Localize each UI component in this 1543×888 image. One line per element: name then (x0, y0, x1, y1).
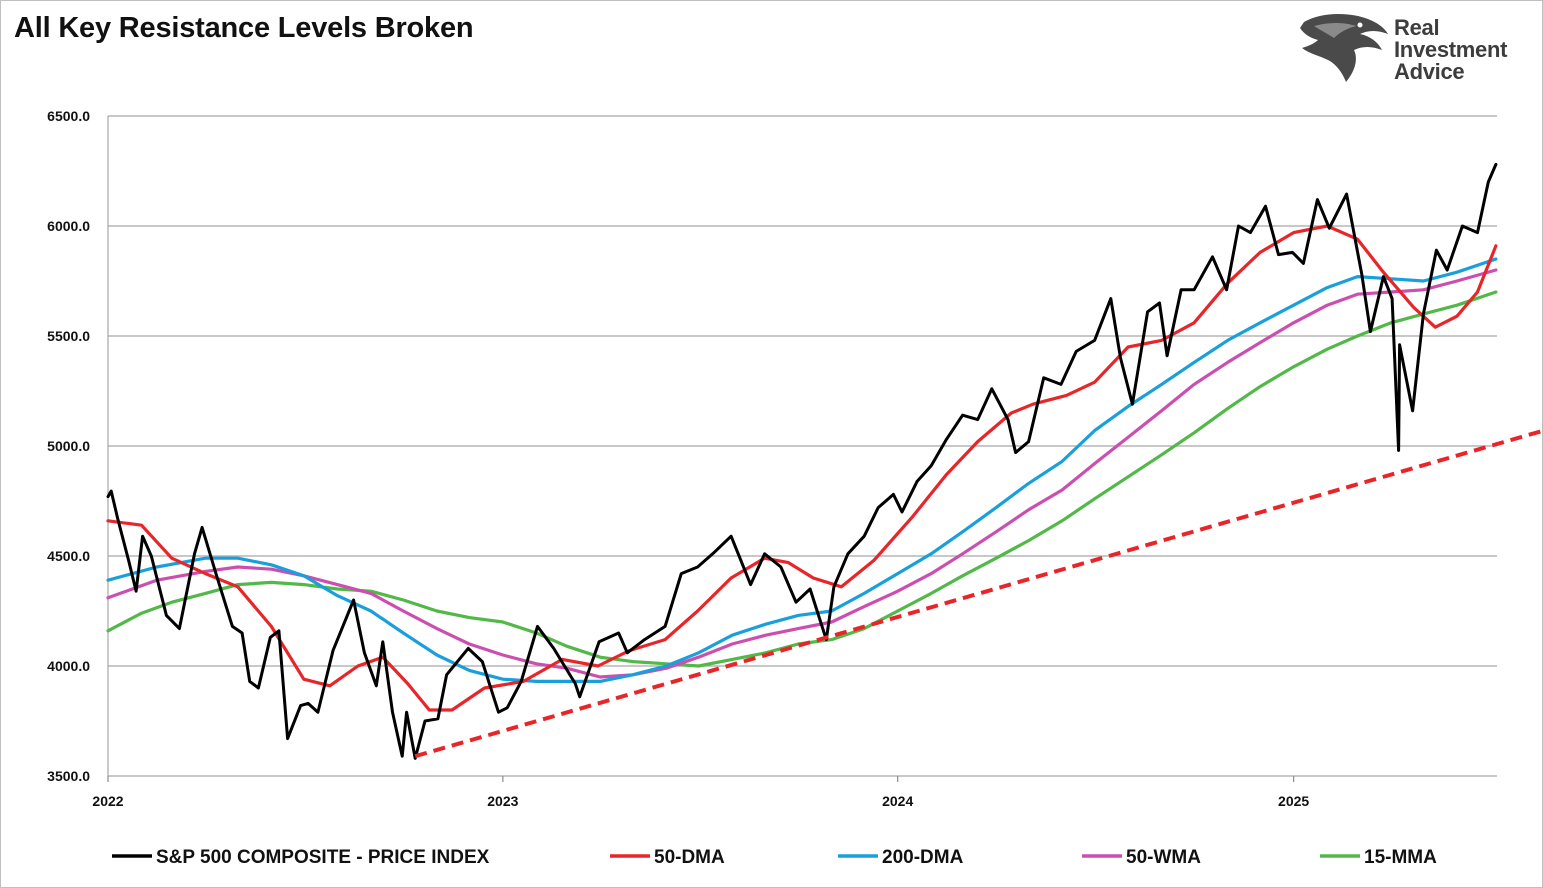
series-line-50-dma (106, 224, 1498, 712)
series-line-50-wma (106, 268, 1498, 679)
legend-label: 50-WMA (1126, 847, 1201, 868)
x-tick-label: 2025 (1278, 793, 1309, 809)
y-tick-label: 5500.0 (47, 328, 90, 344)
legend-label: 200-DMA (882, 847, 964, 868)
chart-title: All Key Resistance Levels Broken (14, 12, 474, 44)
x-tick-label: 2023 (487, 793, 518, 809)
trendline (414, 428, 1543, 759)
y-tick-label: 4500.0 (47, 548, 90, 564)
legend-label: 15-MMA (1364, 847, 1437, 868)
y-tick-label: 6000.0 (47, 218, 90, 234)
legend-label: S&P 500 COMPOSITE - PRICE INDEX (156, 847, 490, 868)
gridlines (107, 115, 1497, 777)
legend-item: 200-DMA (838, 847, 964, 868)
legend: S&P 500 COMPOSITE - PRICE INDEX 50-DMA 200… (112, 847, 1437, 868)
y-tick-label: 3500.0 (47, 768, 90, 784)
legend-item: 50-DMA (610, 847, 725, 868)
legend-item: 15-MMA (1320, 847, 1437, 868)
brand-logo: Real Investment Advice (1298, 12, 1538, 88)
series-line-s-p-500-composite-price-index (106, 162, 1498, 760)
legend-item: 50-WMA (1082, 847, 1201, 868)
y-axis-labels: 3500.0 4000.0 4500.0 5000.0 5500.0 6000.0 6500… (47, 108, 90, 784)
y-tick-label: 6500.0 (47, 108, 90, 124)
x-axis: 2022 2023 2024 2025 (92, 776, 1309, 809)
y-tick-label: 4000.0 (47, 658, 90, 674)
brand-name: Real Investment Advice (1394, 17, 1507, 83)
x-tick-label: 2022 (92, 793, 123, 809)
brand-line-1: Real (1394, 15, 1440, 40)
legend-label: 50-DMA (654, 847, 725, 868)
series-line-200-dma (106, 257, 1498, 683)
brand-line-3: Advice (1394, 59, 1465, 84)
brand-line-2: Investment (1394, 37, 1508, 62)
eagle-head-icon (1300, 14, 1388, 82)
series-line-15-mma (106, 290, 1498, 668)
plot-area (106, 162, 1543, 760)
x-tick-label: 2024 (882, 793, 913, 809)
y-tick-label: 5000.0 (47, 438, 90, 454)
legend-item: S&P 500 COMPOSITE - PRICE INDEX (112, 847, 490, 868)
